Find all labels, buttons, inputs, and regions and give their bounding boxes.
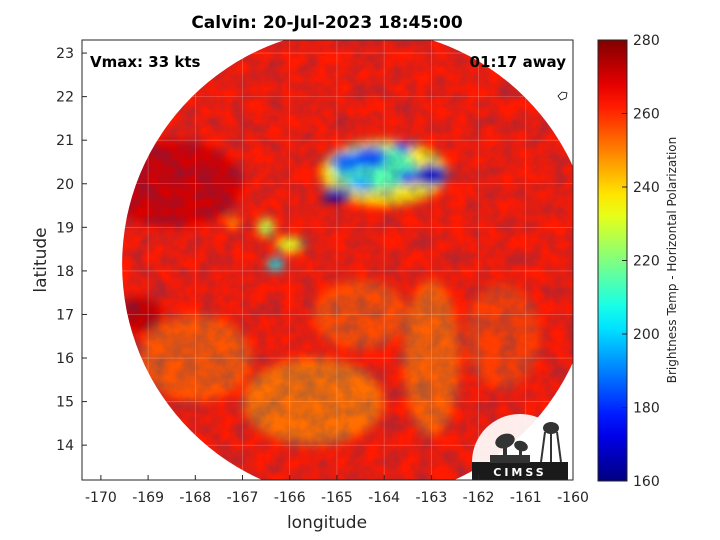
y-ticks: 14 15 16 17 18 19 20 21 22 23 <box>56 46 87 454</box>
x-tick-label: -168 <box>179 490 211 506</box>
swath <box>122 40 573 480</box>
y-tick-label: 15 <box>56 395 74 411</box>
x-tick-label: -170 <box>85 490 117 506</box>
colorbar-tick-label: 280 <box>633 33 660 49</box>
colorbar-tick-label: 200 <box>633 327 660 343</box>
coastline-small <box>121 321 126 324</box>
grid <box>82 40 573 480</box>
x-tick-label: -162 <box>463 490 495 506</box>
y-axis-label: latitude <box>31 227 51 292</box>
colorbar-tick-label: 220 <box>633 254 660 270</box>
x-ticks: -170 -169 -168 -167 -166 -165 -164 -163 -162 -161… <box>85 475 589 506</box>
coastline <box>557 91 568 101</box>
y-tick-label: 22 <box>56 90 74 106</box>
x-tick-label: -167 <box>227 490 259 506</box>
y-tick-label: 19 <box>56 220 74 236</box>
x-tick-label: -169 <box>132 490 164 506</box>
colorbar-ticks: 160 180 200 220 240 260 280 <box>622 33 660 490</box>
y-tick-label: 21 <box>56 133 74 149</box>
y-tick-label: 14 <box>56 438 74 454</box>
x-tick-label: -164 <box>368 490 400 506</box>
plot-area: CIMSS <box>82 40 573 480</box>
x-tick-label: -166 <box>274 490 306 506</box>
logo-text: CIMSS <box>493 466 546 479</box>
colorbar-tick-label: 160 <box>633 474 660 490</box>
chart-title: Calvin: 20-Jul-2023 18:45:00 <box>191 13 462 33</box>
colorbar-label: Brightness Temp - Horizontal Polarizatio… <box>665 137 679 384</box>
axes-box <box>81 39 574 481</box>
x-axis-label: longitude <box>287 513 367 533</box>
colorbar-tick-label: 180 <box>633 401 660 417</box>
colorbar-tick-label: 240 <box>633 180 660 196</box>
y-tick-label: 17 <box>56 307 74 323</box>
x-tick-label: -160 <box>557 490 589 506</box>
time-away-annotation: 01:17 away <box>470 53 567 71</box>
swath-texture <box>122 40 573 480</box>
y-tick-label: 23 <box>56 46 74 62</box>
vmax-annotation: Vmax: 33 kts <box>90 53 200 71</box>
colorbar-tick-label: 260 <box>633 107 660 123</box>
y-tick-label: 18 <box>56 264 74 280</box>
x-tick-label: -161 <box>510 490 542 506</box>
x-tick-label: -165 <box>321 490 353 506</box>
y-tick-label: 20 <box>56 177 74 193</box>
x-tick-label: -163 <box>415 490 447 506</box>
cimss-logo: CIMSS <box>472 414 568 480</box>
y-tick-label: 16 <box>56 351 74 367</box>
